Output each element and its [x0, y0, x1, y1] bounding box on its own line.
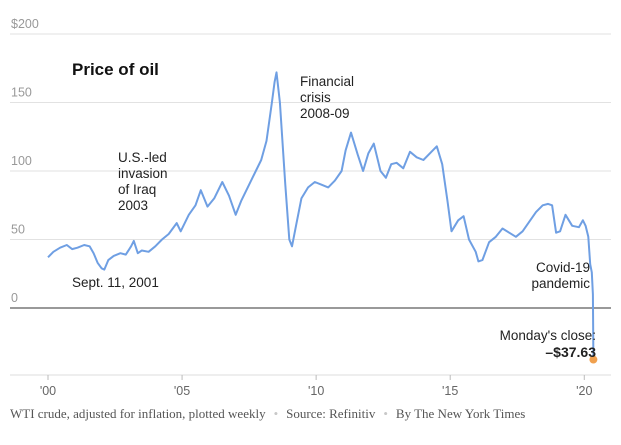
annotation-iraq-line-3: of Iraq [118, 182, 156, 197]
x-tick-label: '15 [442, 384, 458, 398]
annotation-crisis-line-1: Financial [300, 74, 354, 89]
x-tick-label: '10 [308, 384, 324, 398]
annotation-close-label: Monday's close: [500, 328, 596, 343]
annotation-iraq: U.S.-led invasion of Iraq 2003 [118, 150, 168, 213]
chart-footer: WTI crude, adjusted for inflation, plott… [10, 406, 615, 422]
annotation-close-value: –$37.63 [545, 344, 596, 360]
annotation-financial-crisis: Financial crisis 2008-09 [300, 74, 354, 121]
gridlines [10, 33, 611, 376]
annotation-iraq-line-1: U.S.-led [118, 150, 167, 165]
y-tick-label: 0 [11, 291, 18, 305]
footer-description: WTI crude, adjusted for inflation, plott… [10, 406, 266, 421]
x-tick-label: '20 [576, 384, 592, 398]
y-axis-ticks: $200 150 100 50 0 [11, 17, 39, 305]
annotation-monday-close: Monday's close: –$37.63 [500, 328, 597, 360]
annotation-covid-line-2: pandemic [531, 276, 590, 291]
annotation-covid-line-1: Covid-19 [536, 260, 590, 275]
x-tick-label: '05 [174, 384, 190, 398]
annotation-crisis-line-3: 2008-09 [300, 106, 350, 121]
annotation-covid: Covid-19 pandemic [531, 260, 590, 291]
footer-separator: • [273, 406, 279, 421]
oil-price-line [47, 71, 595, 360]
x-tick-label: '00 [40, 384, 56, 398]
y-tick-label: 100 [11, 154, 32, 168]
annotation-iraq-line-2: invasion [118, 166, 168, 181]
footer-source: Source: Refinitiv [286, 406, 376, 421]
footer-byline: By The New York Times [395, 406, 526, 421]
annotation-crisis-line-2: crisis [300, 90, 331, 105]
y-tick-label: 150 [11, 86, 32, 100]
y-tick-label: $200 [11, 17, 39, 31]
x-axis-ticks: '00 '05 '10 '15 '20 [40, 375, 592, 398]
chart-title: Price of oil [72, 60, 159, 79]
monday-close-point [589, 355, 598, 364]
footer-separator: • [383, 406, 388, 421]
y-tick-label: 50 [11, 223, 25, 237]
annotation-iraq-line-4: 2003 [118, 198, 148, 213]
annotation-sept11: Sept. 11, 2001 [72, 275, 159, 290]
